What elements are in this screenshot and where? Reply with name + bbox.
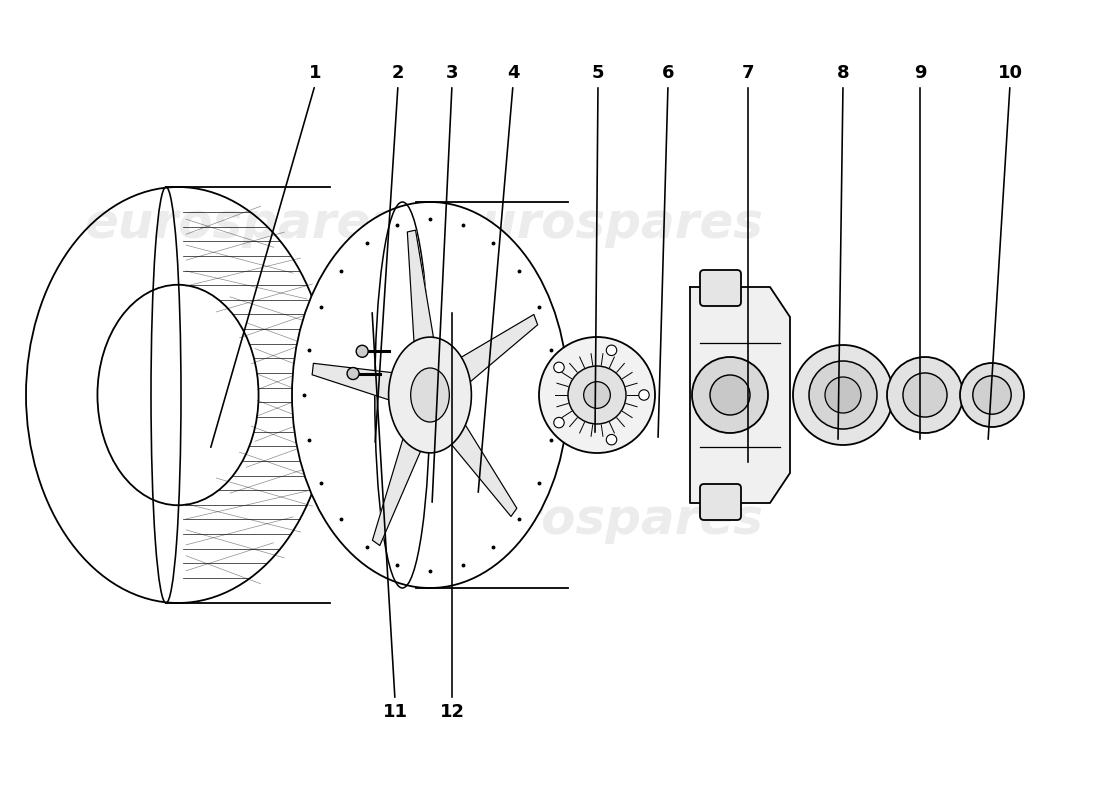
Ellipse shape	[410, 368, 449, 422]
Text: 7: 7	[741, 64, 755, 82]
Polygon shape	[690, 287, 790, 503]
Circle shape	[568, 366, 626, 424]
Text: eurospares: eurospares	[84, 200, 400, 248]
Ellipse shape	[388, 337, 472, 453]
Circle shape	[692, 357, 768, 433]
Polygon shape	[312, 363, 405, 404]
Polygon shape	[442, 412, 517, 517]
Ellipse shape	[292, 202, 568, 588]
Circle shape	[553, 362, 564, 373]
Circle shape	[639, 390, 649, 400]
Text: 2: 2	[392, 64, 405, 82]
Ellipse shape	[960, 363, 1024, 427]
FancyBboxPatch shape	[700, 270, 741, 306]
Circle shape	[553, 418, 564, 428]
Circle shape	[348, 367, 359, 379]
Polygon shape	[407, 230, 437, 359]
Text: 8: 8	[837, 64, 849, 82]
Circle shape	[606, 434, 617, 445]
Ellipse shape	[825, 377, 861, 413]
Text: 12: 12	[440, 703, 464, 721]
Text: 4: 4	[507, 64, 519, 82]
Text: 6: 6	[662, 64, 674, 82]
Circle shape	[584, 382, 610, 408]
Ellipse shape	[808, 361, 877, 429]
Ellipse shape	[903, 373, 947, 417]
Ellipse shape	[887, 357, 962, 433]
Circle shape	[356, 346, 369, 358]
Text: 5: 5	[592, 64, 604, 82]
Polygon shape	[450, 314, 538, 391]
Text: eurospares: eurospares	[447, 200, 763, 248]
FancyBboxPatch shape	[700, 484, 741, 520]
Text: eurospares: eurospares	[447, 496, 763, 544]
Ellipse shape	[793, 345, 893, 445]
Polygon shape	[373, 422, 427, 546]
Circle shape	[606, 345, 617, 355]
Ellipse shape	[972, 376, 1011, 414]
Text: 9: 9	[914, 64, 926, 82]
Circle shape	[539, 337, 654, 453]
Text: 11: 11	[383, 703, 407, 721]
Text: 3: 3	[446, 64, 459, 82]
Text: 1: 1	[309, 64, 321, 82]
Circle shape	[710, 375, 750, 415]
Text: 10: 10	[998, 64, 1023, 82]
